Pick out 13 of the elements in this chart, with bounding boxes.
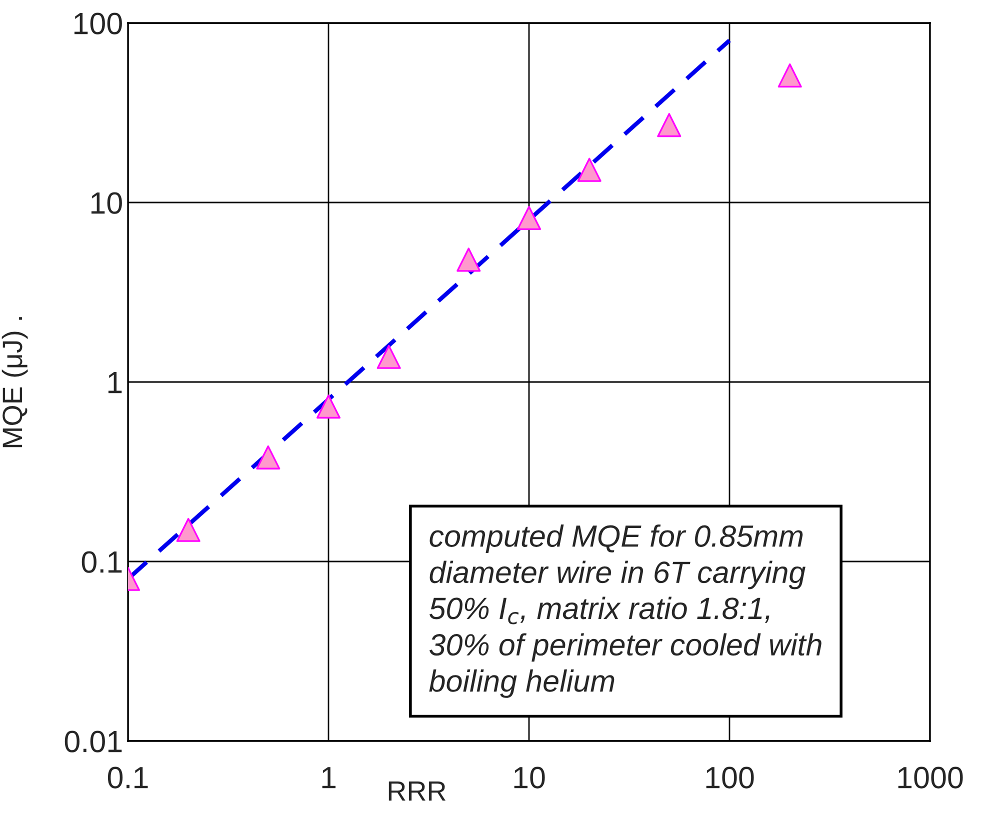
y-tick-label: 100 <box>74 12 122 34</box>
y-tick-label: 1 <box>108 372 122 394</box>
x-axis-title: RRR <box>388 782 446 801</box>
y-tick-label: 0.1 <box>82 551 122 573</box>
y-axis-title: MQE (μJ) . <box>2 317 28 448</box>
x-tick-label: 100 <box>706 766 754 788</box>
x-tick-label: 10 <box>514 766 545 788</box>
y-tick-label: 10 <box>91 192 122 214</box>
y-tick-label: 0.01 <box>64 730 122 752</box>
annotation: computed MQE for 0.85mm diameter wire in 6T carrying 50% I$_{c}$, matrix ratio 1.8:1, 30% of perimeter cooled with boiling helium <box>429 524 822 698</box>
x-tick-label: 1 <box>322 767 336 788</box>
x-tick-label: 0.1 <box>108 766 148 788</box>
x-tick-label: 1000 <box>898 766 963 788</box>
